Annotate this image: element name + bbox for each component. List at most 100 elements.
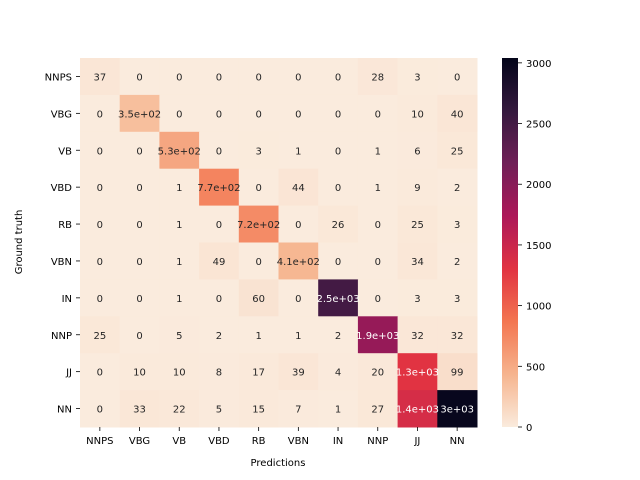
heatmap-cell (278, 353, 319, 391)
heatmap-cell (278, 205, 319, 243)
heatmap-cell (397, 58, 438, 96)
cell-value-label: 32 (411, 331, 424, 342)
heatmap-cell (278, 279, 319, 317)
cell-value-label: 0 (136, 220, 142, 231)
heatmap-cell (159, 316, 200, 354)
cell-value-label: 0 (454, 72, 460, 83)
heatmap-cell (238, 205, 279, 243)
heatmap-cell (437, 353, 478, 391)
heatmap-cell (80, 353, 121, 391)
cell-value-label: 1 (335, 405, 341, 416)
cell-value-label: 25 (411, 220, 424, 231)
heatmap-cell (357, 242, 399, 280)
heatmap-cell (397, 390, 438, 428)
heatmap-cell (238, 390, 279, 428)
cell-value-label: 0 (97, 183, 103, 194)
colorbar-tick-label: 0 (526, 423, 532, 434)
cell-value-label: 0 (216, 146, 222, 157)
cell-value-label: 0 (136, 331, 142, 342)
cell-value-label: 33 (133, 405, 146, 416)
cell-value-label: 5 (176, 331, 182, 342)
heatmap-cell (199, 242, 240, 280)
cell-value-label: 27 (371, 405, 384, 416)
heatmap-cell (199, 353, 240, 391)
cell-value-label: 0 (335, 183, 341, 194)
cell-value-label: 26 (332, 220, 345, 231)
cell-value-label: 0 (136, 146, 142, 157)
heatmap-cell (318, 131, 359, 170)
cell-value-label: 0 (97, 220, 103, 231)
cell-value-label: 0 (295, 294, 301, 305)
cell-value-label: 1.9e+03 (356, 331, 399, 342)
heatmap-cell (278, 316, 319, 354)
heatmap-cell (357, 316, 399, 354)
colorbar-tick-label: 1000 (526, 302, 551, 313)
heatmap-cell (318, 205, 359, 243)
cell-value-label: 0 (97, 368, 103, 379)
heatmap-cell (318, 168, 359, 207)
cell-value-label: 4.1e+02 (277, 257, 320, 268)
heatmap-cell (318, 353, 359, 391)
heatmap-cell (80, 58, 121, 96)
heatmap-cell (199, 390, 240, 428)
cell-value-label: 0 (136, 183, 142, 194)
cell-value-label: 7 (295, 405, 301, 416)
heatmap-cell (357, 279, 399, 317)
cell-value-label: 2 (454, 257, 460, 268)
heatmap-cell (437, 316, 478, 354)
cell-value-label: 25 (93, 331, 106, 342)
heatmap-cell (397, 131, 438, 170)
cell-value-label: 0 (136, 257, 142, 268)
cell-value-label: 0 (295, 109, 301, 120)
heatmap-cell (278, 58, 319, 96)
cell-value-label: 1 (176, 294, 182, 305)
x-axis-label: Predictions (251, 458, 306, 469)
cell-value-label: 0 (255, 72, 261, 83)
heatmap-cell (119, 242, 160, 280)
heatmap-cell (80, 279, 121, 317)
cell-value-label: 4 (335, 368, 341, 379)
heatmap-cell (397, 168, 438, 207)
heatmap-cell (397, 316, 438, 354)
heatmap-cell (159, 94, 200, 133)
cell-value-label: 3 (414, 294, 420, 305)
heatmap-cell (119, 205, 160, 243)
heatmap-cell (159, 279, 200, 317)
cell-value-label: 34 (411, 257, 424, 268)
heatmap-cell (238, 58, 279, 96)
cell-value-label: 0 (136, 294, 142, 305)
heatmap-cell (80, 205, 121, 243)
cell-value-label: 0 (97, 405, 103, 416)
heatmap-cell (357, 168, 399, 207)
heatmap-cell (437, 58, 478, 96)
cell-value-label: 0 (97, 146, 103, 157)
cell-value-label: 0 (375, 220, 381, 231)
cell-value-label: 32 (451, 331, 464, 342)
cell-value-label: 20 (371, 368, 384, 379)
heatmap-cell (357, 353, 399, 391)
heatmap-cell (437, 390, 478, 428)
cell-value-label: 39 (292, 368, 305, 379)
cell-value-label: 15 (252, 405, 265, 416)
x-tick-label: NNP (367, 436, 388, 447)
heatmap-cell (238, 316, 279, 354)
x-tick-label: JJ (413, 436, 420, 447)
y-tick-label: NNPS (45, 72, 72, 83)
cell-value-label: 40 (451, 109, 464, 120)
heatmap-cell (318, 242, 359, 280)
heatmap-cell (437, 279, 478, 317)
cell-value-label: 3e+03 (440, 405, 474, 416)
heatmap-cell (238, 353, 279, 391)
cell-value-label: 2 (216, 331, 222, 342)
heatmap-cell (159, 205, 200, 243)
heatmap-cell (318, 94, 359, 133)
cell-value-label: 1 (375, 146, 381, 157)
cell-value-label: 0 (255, 183, 261, 194)
x-axis-ticks: NNPS VBG VB VBD RB VBN IN NNP JJ NN (86, 427, 465, 447)
heatmap-cell (278, 94, 319, 133)
cell-value-label: 0 (97, 294, 103, 305)
cell-value-label: 0 (176, 109, 182, 120)
colorbar-tick-label: 1500 (526, 241, 551, 252)
x-tick-label: RB (252, 436, 266, 447)
